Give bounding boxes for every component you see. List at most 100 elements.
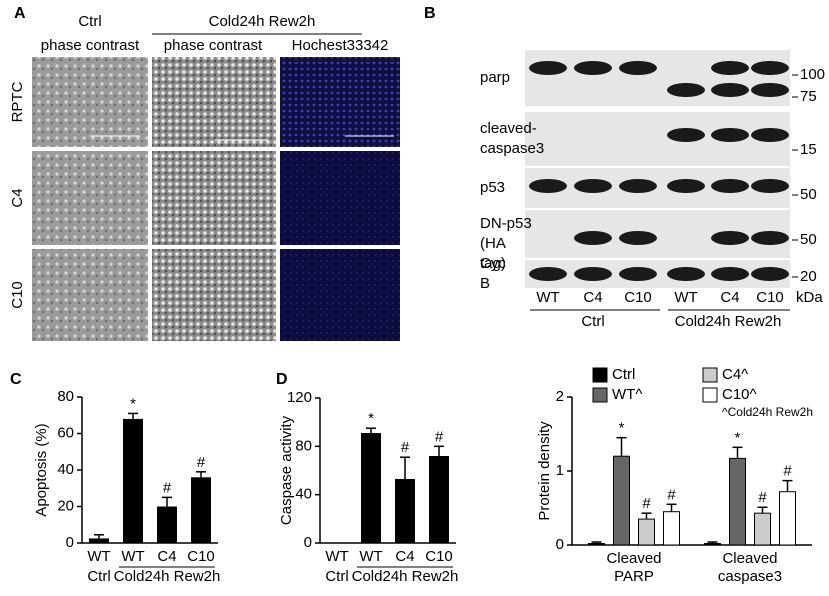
legend-swatch: [592, 387, 608, 403]
legend-swatch: [702, 367, 718, 383]
panel-letter: C: [10, 371, 22, 388]
micrograph: [32, 151, 148, 245]
bar: [361, 433, 381, 543]
group-label: Ctrl: [581, 313, 604, 330]
lane-label: C10: [756, 289, 784, 306]
header: Cold24h Rew2h: [209, 13, 316, 30]
marker-label: 50: [800, 231, 817, 248]
band: [711, 267, 749, 281]
x-tick-label: C10: [425, 548, 453, 565]
band: [711, 179, 749, 193]
band: [711, 83, 749, 97]
band: [751, 83, 789, 97]
band: [619, 61, 657, 75]
bar: [157, 506, 177, 543]
y-axis-label: Protein density: [536, 421, 553, 521]
legend-label: Ctrl: [612, 366, 635, 383]
x-tick-label: WT: [325, 548, 348, 565]
blot-label: Cyc B: [480, 255, 506, 292]
x-tick-label: Cleaved caspase3: [718, 550, 782, 585]
group-label: Cold24h Rew2h: [352, 568, 459, 585]
x-tick-label: C4: [395, 548, 414, 565]
bar: [89, 538, 109, 543]
annotation: #: [401, 439, 410, 456]
band: [667, 83, 705, 97]
bar: [191, 477, 211, 543]
blot-strip: [525, 210, 790, 258]
band: [574, 267, 612, 281]
band: [751, 61, 789, 75]
x-tick-label: WT: [121, 548, 144, 565]
panel-letter: A: [14, 5, 26, 22]
panel-letter: B: [424, 5, 436, 22]
bar: [754, 512, 771, 546]
annotation: *: [735, 429, 741, 446]
band: [529, 267, 567, 281]
group-label: Ctrl: [325, 568, 348, 585]
row-label: C10: [9, 281, 26, 309]
annotation: #: [163, 479, 172, 496]
annotation: #: [667, 486, 676, 503]
micrograph: [152, 57, 276, 147]
bar: [663, 511, 680, 546]
micrograph: [280, 249, 400, 341]
y-tick-label: 60: [57, 424, 74, 441]
blot-strip: [525, 50, 790, 106]
band: [751, 179, 789, 193]
bar: [588, 543, 605, 546]
annotation: #: [758, 489, 767, 506]
annotation: #: [435, 428, 444, 445]
legend-label: WT^: [612, 386, 642, 403]
marker-label: 75: [800, 88, 817, 105]
band: [751, 231, 789, 245]
bar: [395, 478, 415, 543]
header: Ctrl: [78, 13, 101, 30]
legend-label: C4^: [722, 366, 748, 383]
bar: [123, 418, 143, 543]
band: [711, 128, 749, 142]
y-axis-label: Apoptosis (%): [33, 423, 50, 516]
lane-label: C10: [624, 289, 652, 306]
blot-label: p53: [480, 179, 505, 196]
panel-letter: D: [276, 371, 288, 388]
header: phase contrast: [164, 37, 263, 54]
band: [619, 267, 657, 281]
legend-label: C10^: [722, 386, 757, 403]
annotation: *: [368, 410, 374, 427]
y-tick-label: 1: [556, 462, 564, 479]
marker-label: 50: [800, 186, 817, 203]
band: [529, 61, 567, 75]
bar: [429, 456, 449, 543]
group-label: Cold24h Rew2h: [114, 568, 221, 585]
micrograph-grid: [32, 57, 400, 341]
x-tick-label: C4: [157, 548, 176, 565]
annotation: *: [130, 395, 136, 412]
annotation: *: [619, 420, 625, 437]
micrograph: [152, 249, 276, 341]
blot-strip: [525, 112, 790, 166]
y-tick-label: 0: [304, 534, 312, 551]
marker-label: 100: [800, 66, 825, 83]
lane-label: C4: [583, 289, 602, 306]
band: [667, 179, 705, 193]
y-tick-label: 20: [57, 497, 74, 514]
band: [574, 61, 612, 75]
bar: [638, 518, 655, 546]
blot-label: cleaved-caspase3: [480, 120, 544, 157]
marker-label: 20: [800, 268, 817, 285]
annotation: #: [783, 463, 792, 480]
y-tick-label: 40: [57, 461, 74, 478]
band: [574, 179, 612, 193]
annotation: #: [642, 495, 651, 512]
header: Hochest33342: [292, 37, 389, 54]
band: [619, 179, 657, 193]
micrograph: [280, 57, 400, 147]
bar: [613, 455, 630, 546]
bar: [729, 457, 746, 546]
y-tick-label: 0: [66, 534, 74, 551]
band: [711, 61, 749, 75]
y-tick-label: 2: [556, 388, 564, 405]
y-tick-label: 40: [295, 486, 312, 503]
band: [667, 128, 705, 142]
